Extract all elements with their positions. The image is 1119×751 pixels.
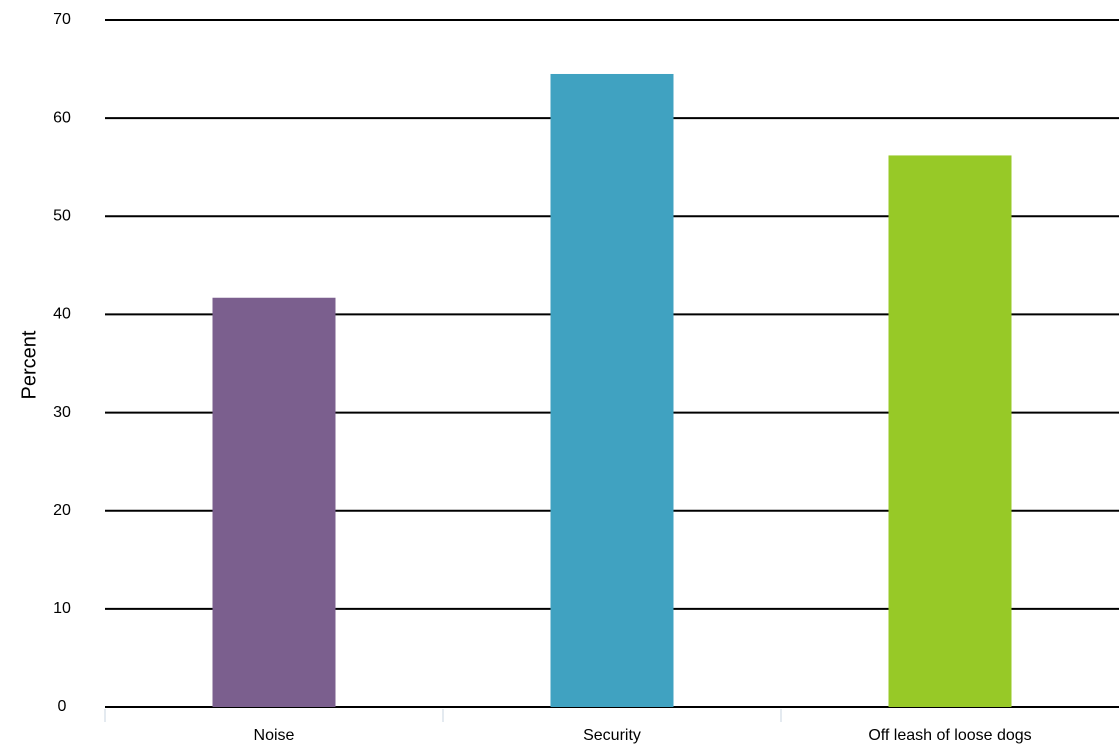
x-category-label: Off leash of loose dogs — [868, 727, 1031, 744]
y-axis-ticks: 0 10 20 30 40 50 60 70 — [53, 11, 71, 715]
x-category-label: Noise — [254, 727, 295, 744]
bar-security — [550, 73, 674, 707]
x-axis: Noise Security Off leash of loose dogs — [104, 709, 1032, 744]
y-tick-label: 70 — [53, 11, 71, 28]
y-tick-label: 40 — [53, 306, 71, 323]
bar-noise — [212, 297, 336, 707]
y-tick-label: 10 — [53, 600, 71, 617]
y-tick-label: 30 — [53, 404, 71, 421]
y-tick-label: 20 — [53, 502, 71, 519]
y-axis-title: Percent — [18, 330, 40, 399]
x-category-label: Security — [583, 727, 641, 744]
y-tick-label: 60 — [53, 109, 71, 126]
bar-off-leash-of-loose-dogs — [888, 155, 1012, 708]
bars — [212, 73, 1012, 708]
y-tick-label: 50 — [53, 208, 71, 225]
y-tick-label: 0 — [58, 698, 67, 715]
